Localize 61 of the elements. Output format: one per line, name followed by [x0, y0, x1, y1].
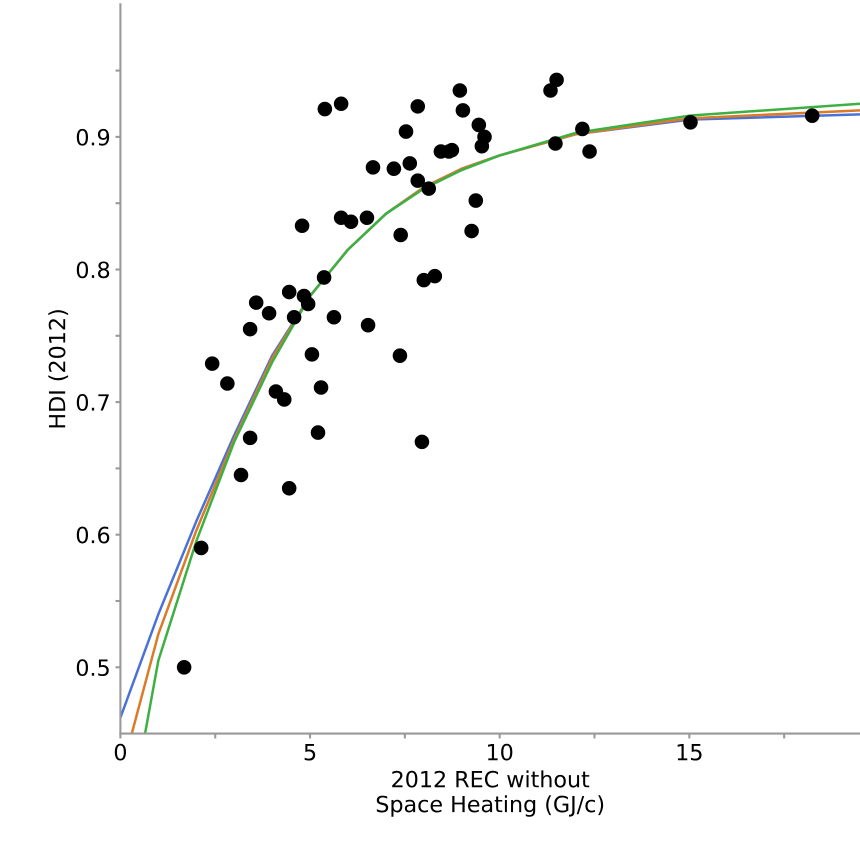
point: [220, 376, 235, 391]
point: [294, 218, 310, 234]
point: [360, 318, 376, 332]
point: [304, 347, 320, 362]
point: [393, 228, 408, 242]
point: [248, 295, 264, 310]
y-tick-label: 0.9: [76, 128, 110, 146]
point: [464, 224, 479, 238]
point: [310, 425, 326, 440]
point: [242, 322, 258, 336]
point: [543, 83, 558, 98]
point: [468, 193, 484, 208]
point: [316, 270, 332, 285]
point: [286, 310, 302, 325]
point: [428, 268, 442, 284]
point: [421, 181, 436, 196]
point: [300, 296, 316, 312]
x-tick-label: 5: [304, 744, 316, 761]
point: [582, 144, 597, 159]
point: [392, 348, 408, 363]
point: [326, 310, 342, 325]
point: [366, 160, 380, 175]
point: [386, 161, 402, 176]
point: [398, 124, 414, 139]
point: [410, 99, 426, 114]
point: [804, 108, 820, 123]
x-axis-title: 2012 REC without Space Heating (GJ/c): [376, 770, 604, 817]
point: [456, 103, 470, 118]
point: [472, 118, 486, 132]
x-tick-label: 10: [488, 744, 512, 761]
point: [344, 214, 358, 230]
x-tick-label: 15: [678, 744, 702, 761]
point: [282, 284, 296, 300]
point: [548, 136, 563, 151]
y-tick-label: 0.6: [76, 526, 110, 544]
point: [262, 306, 276, 321]
point: [402, 156, 418, 171]
point: [176, 660, 192, 675]
point: [452, 83, 468, 98]
point: [242, 430, 258, 446]
point: [549, 72, 564, 88]
y-tick-label: 0.5: [76, 659, 109, 676]
x-tick-label: 0: [114, 744, 126, 761]
point: [234, 468, 248, 482]
point: [416, 272, 432, 288]
point: [314, 380, 328, 395]
point: [282, 480, 296, 496]
point: [276, 392, 292, 407]
point: [477, 130, 492, 144]
point: [204, 356, 220, 371]
point: [194, 540, 208, 556]
point: [318, 102, 332, 116]
point: [360, 210, 374, 226]
point: [410, 173, 426, 188]
y-tick-label: 0.7: [76, 394, 109, 411]
point: [414, 434, 430, 450]
point: [683, 115, 698, 130]
y-axis-title: HDI (2012): [48, 310, 68, 428]
point: [575, 122, 590, 136]
point: [334, 96, 348, 112]
y-tick-label: 0.8: [76, 261, 110, 278]
